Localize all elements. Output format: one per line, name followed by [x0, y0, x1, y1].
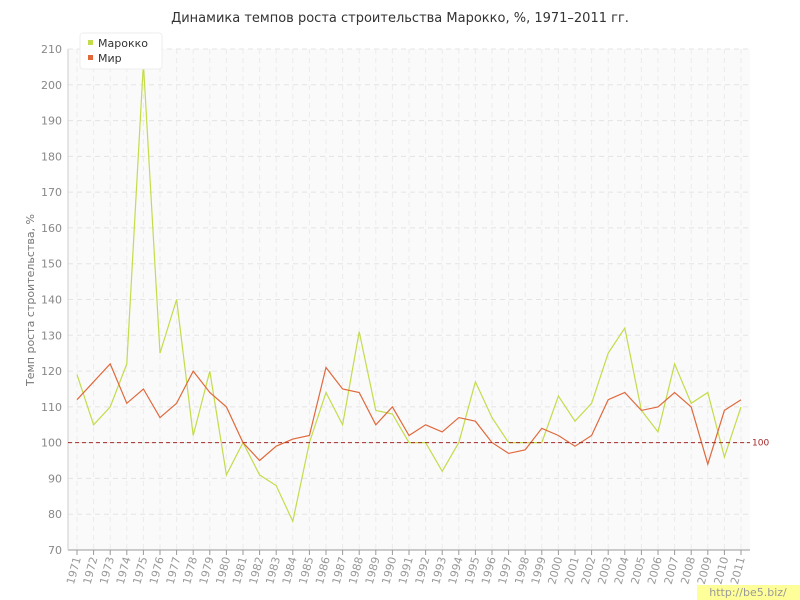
series-line — [76, 63, 742, 524]
watermark: http://be5.biz/ — [709, 586, 787, 599]
y-tick-label: 70 — [48, 544, 62, 557]
reference-label: 100 — [752, 439, 769, 449]
y-tick-label: 110 — [41, 401, 62, 414]
y-tick-label: 100 — [41, 437, 62, 450]
y-tick-label: 200 — [41, 79, 62, 92]
watermark-bg — [697, 585, 800, 600]
y-tick-label: 90 — [48, 472, 62, 485]
legend-box — [79, 32, 163, 70]
y-tick-label: 140 — [41, 294, 62, 307]
x-tick-label: 2011 — [728, 555, 748, 585]
y-tick-label: 170 — [41, 186, 62, 199]
legend-label: Марокко — [98, 37, 148, 50]
y-tick-label: 210 — [41, 43, 62, 56]
y-tick-label: 150 — [41, 258, 62, 271]
series-line — [76, 362, 742, 467]
legend-label: Мир — [98, 52, 122, 65]
chart-title: Динамика темпов роста строительства Маро… — [171, 11, 629, 26]
y-tick-label: 180 — [41, 150, 62, 163]
y-tick-label: 120 — [41, 365, 62, 378]
y-axis-label: Темп роста строительства, % — [24, 214, 37, 387]
y-tick-label: 190 — [41, 115, 62, 128]
legend: Марокко Мир — [79, 32, 163, 70]
legend-swatch — [88, 40, 93, 45]
y-tick-label: 160 — [41, 222, 62, 235]
y-tick-label: 130 — [41, 329, 62, 342]
legend-swatch — [88, 55, 93, 60]
y-tick-label: 80 — [48, 508, 62, 521]
